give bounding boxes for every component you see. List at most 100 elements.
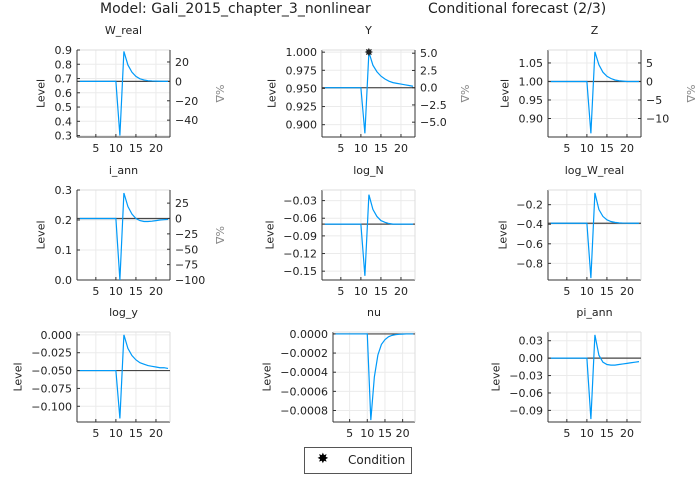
x-tick-label: 15	[600, 142, 614, 155]
y-tick-label: 0.6	[55, 87, 73, 100]
x-tick-label: 5	[92, 427, 99, 440]
y-tick-label: −0.06	[509, 387, 543, 400]
y-tick-label: 0.3	[55, 130, 73, 143]
y2-tick-label: −25	[175, 228, 198, 241]
y-tick-label: −0.075	[31, 382, 72, 395]
y-tick-label: −0.12	[283, 248, 317, 261]
subplot-title: log_W_real	[565, 164, 625, 177]
subplot-log_W_real: log_W_real 5 10 15 20 −0.8 −0.6 −0.4 −0.2 Level	[496, 164, 642, 298]
subplot-Y: Y 5 10 15 20 0.900 0.925 0.950 0.975 1.000 Level 5.…	[266, 24, 472, 155]
y-tick-label: 0.0	[55, 274, 73, 287]
series-line-W_real	[79, 51, 168, 136]
y-tick-label: 0.9	[55, 44, 73, 57]
x-tick-label: 20	[149, 142, 163, 155]
x-tick-label: 15	[600, 427, 614, 440]
y-tick-label: −0.03	[283, 195, 317, 208]
x-tick-label: 15	[374, 285, 388, 298]
y-tick-label: 0.900	[286, 119, 318, 132]
y2-tick-label: −75	[175, 259, 198, 272]
subplot-log_N: log_N 5 10 15 20 −0.15 −0.12 −0.09 −0.06 −0.03 Lev…	[263, 164, 416, 298]
series-line-log_N	[324, 194, 413, 276]
y-tick-label: 0.1	[55, 244, 73, 257]
y-tick-label: 0.4	[55, 115, 73, 128]
y-tick-label: 0.95	[519, 94, 544, 107]
y-axis-label: Level	[260, 362, 273, 391]
y-tick-label: 0.950	[286, 82, 318, 95]
figure-title-model: Model: Gali_2015_chapter_3_nonlinear	[100, 1, 371, 17]
y-axis-label: Level	[263, 220, 276, 249]
y2-tick-label: 0	[175, 213, 182, 226]
y-tick-label: −0.09	[509, 404, 543, 417]
x-tick-label: 10	[354, 285, 368, 298]
series-line-log_y	[79, 334, 169, 419]
subplot-Z: Z 5 10 15 20 0.90 0.95 1.00 1.05 Level 5 0 −5 −10 %Δ	[499, 24, 698, 155]
y-tick-label: −0.2	[516, 199, 543, 212]
x-tick-label: 15	[129, 285, 143, 298]
subplot-title: i_ann	[109, 164, 138, 177]
y-axis-label: Level	[266, 79, 279, 108]
series-line-log_W_real	[550, 192, 639, 279]
y2-tick-label: 5.0	[420, 47, 438, 60]
figure-title-forecast: Conditional forecast (2/3)	[428, 1, 607, 17]
y-tick-label: −0.4	[516, 218, 543, 231]
legend: ✸ Condition	[304, 447, 412, 474]
x-tick-label: 15	[129, 427, 143, 440]
series-line-pi_ann	[550, 334, 640, 420]
x-tick-label: 15	[129, 142, 143, 155]
y-axis-label: Level	[35, 79, 48, 108]
subplot-title: log_N	[353, 164, 384, 177]
y-tick-label: 0.03	[519, 335, 544, 348]
y2-tick-label: 0.0	[420, 82, 438, 95]
y2-tick-label: 0	[175, 75, 182, 88]
y-tick-label: 1.00	[519, 75, 544, 88]
y-axis-label: Level	[11, 362, 24, 391]
y2-tick-label: −5.0	[420, 116, 447, 129]
y2-tick-label: −20	[175, 95, 198, 108]
y2-tick-label: 25	[175, 197, 189, 210]
x-tick-label: 20	[620, 142, 634, 155]
x-tick-label: 10	[109, 142, 123, 155]
y2-axis-label: %Δ	[684, 85, 697, 103]
y-tick-label: 0.2	[55, 214, 73, 227]
y-tick-label: −0.03	[509, 370, 543, 383]
y-tick-label: −0.0004	[280, 366, 328, 379]
x-tick-label: 10	[109, 285, 123, 298]
y-tick-label: 1.05	[519, 57, 544, 70]
y-tick-label: −0.0008	[280, 405, 328, 418]
x-tick-label: 10	[580, 285, 594, 298]
y-axis-label: Level	[35, 220, 48, 249]
y2-tick-label: −5	[646, 94, 662, 107]
subplot-title: nu	[367, 306, 381, 319]
x-tick-label: 10	[354, 142, 368, 155]
series-line-Z	[550, 51, 639, 134]
y2-tick-label: −40	[175, 114, 198, 127]
subplot-i_ann: i_ann 5 10 15 20 0.0 0.1 0.2 0.3 Level 25 0 −25 −50 −7…	[35, 164, 227, 298]
y-tick-label: −0.0002	[280, 347, 328, 360]
subplot-W_real: W_real 5 10 15 20 0.3 0.40.50.60.7 0.80.9 Level 2…	[35, 24, 227, 155]
y2-tick-label: 2.5	[420, 64, 438, 77]
x-tick-label: 20	[394, 285, 408, 298]
x-tick-label: 20	[620, 427, 634, 440]
x-tick-label: 5	[92, 285, 99, 298]
x-tick-label: 20	[620, 285, 634, 298]
x-tick-label: 15	[600, 285, 614, 298]
y-tick-label: −0.15	[283, 265, 317, 278]
x-tick-label: 15	[378, 427, 392, 440]
y-tick-label: −0.8	[516, 257, 543, 270]
y-tick-label: 0.0000	[290, 328, 329, 341]
x-tick-label: 5	[337, 285, 344, 298]
star-marker-icon: ✸	[317, 451, 329, 467]
x-tick-label: 5	[337, 142, 344, 155]
subplot-title: Y	[364, 24, 372, 37]
x-tick-label: 5	[563, 285, 570, 298]
y-tick-label: −0.6	[516, 238, 543, 251]
x-tick-label: 20	[394, 142, 408, 155]
x-tick-label: 10	[580, 142, 594, 155]
x-tick-label: 20	[396, 427, 410, 440]
y2-tick-label: 5	[646, 57, 653, 70]
legend-label: Condition	[348, 453, 406, 467]
x-tick-label: 10	[109, 427, 123, 440]
x-tick-label: 15	[374, 142, 388, 155]
x-tick-label: 5	[92, 142, 99, 155]
y-tick-label: 0.00	[519, 352, 544, 365]
